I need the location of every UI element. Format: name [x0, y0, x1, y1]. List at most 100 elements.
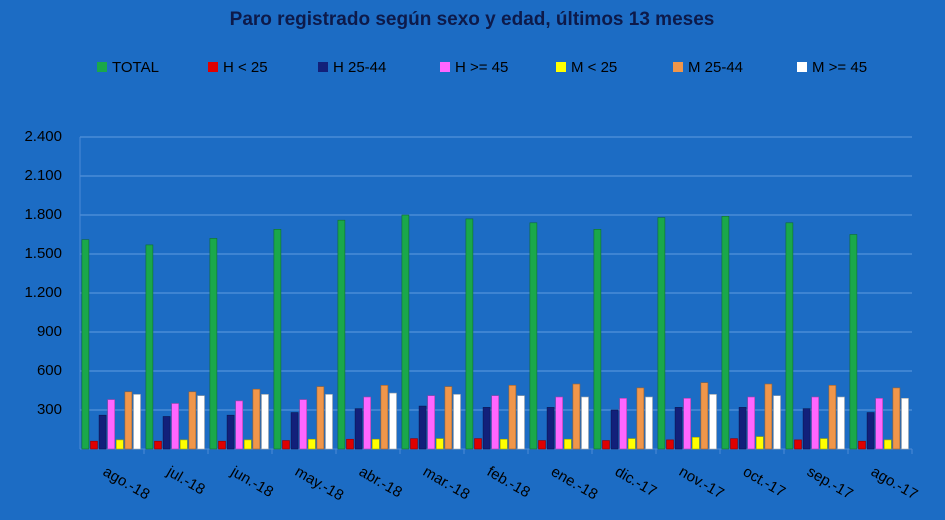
- bar: [538, 440, 546, 450]
- bar: [709, 394, 717, 450]
- bar: [666, 439, 674, 450]
- x-tick-label: oct.-17: [740, 463, 788, 501]
- bar: [858, 440, 866, 450]
- x-tick-label: ene.-18: [548, 463, 601, 503]
- bar: [892, 387, 901, 450]
- legend-label: TOTAL: [112, 59, 159, 76]
- bar: [171, 403, 179, 450]
- bar: [828, 384, 837, 450]
- x-tick-label: ago.-17: [868, 463, 921, 503]
- bar: [794, 439, 802, 450]
- x-tick-label: jul.-18: [163, 463, 208, 499]
- y-tick-label: 2.400: [24, 128, 62, 145]
- bar: [572, 383, 581, 450]
- x-tick-label: nov.-17: [676, 463, 727, 502]
- bar: [738, 407, 747, 450]
- bar: [785, 222, 794, 450]
- x-tick-label: dic.-17: [612, 463, 659, 500]
- bar: [273, 229, 282, 450]
- x-tick-label: feb.-18: [484, 463, 533, 501]
- bar: [837, 396, 845, 450]
- bar: [691, 436, 700, 450]
- bar: [747, 396, 756, 450]
- bar: [226, 414, 235, 450]
- bar: [602, 440, 610, 450]
- legend-label: H >= 45: [455, 59, 508, 76]
- bar: [508, 384, 517, 450]
- y-tick-label: 300: [37, 401, 62, 418]
- legend-label: M 25-44: [688, 59, 743, 76]
- bar: [764, 383, 773, 450]
- bar: [555, 396, 564, 450]
- bar: [180, 439, 188, 450]
- bar: [517, 395, 525, 450]
- legend-label: M < 25: [571, 59, 617, 76]
- x-tick-label: ago.-18: [100, 463, 153, 503]
- bar: [197, 395, 205, 450]
- bar: [563, 438, 572, 450]
- bar: [636, 387, 645, 450]
- bar: [593, 229, 602, 450]
- bar: [435, 438, 444, 450]
- bar: [482, 407, 491, 450]
- x-tick-label: may.-18: [292, 463, 346, 504]
- bar: [683, 397, 692, 450]
- bar: [645, 396, 653, 450]
- y-tick-label: 1.800: [24, 206, 62, 223]
- bar: [389, 392, 397, 450]
- bar: [354, 408, 363, 450]
- bar: [133, 394, 141, 450]
- y-tick-label: 1.200: [24, 284, 62, 301]
- bar: [901, 397, 909, 450]
- y-tick-label: 1.500: [24, 245, 62, 262]
- bar: [474, 438, 482, 450]
- x-tick-label: mar.-18: [420, 463, 473, 503]
- legend-swatch: [318, 62, 328, 72]
- bar: [363, 396, 372, 450]
- bar: [235, 400, 243, 450]
- bar: [252, 388, 261, 450]
- x-tick-label: jun.-18: [227, 463, 276, 501]
- legend-swatch: [673, 62, 683, 72]
- bar: [346, 438, 354, 450]
- bar: [883, 439, 892, 450]
- bar: [325, 394, 333, 450]
- bar: [453, 394, 461, 450]
- bar: [218, 440, 226, 450]
- bar: [107, 399, 115, 450]
- bar: [721, 216, 730, 450]
- bar: [209, 238, 218, 450]
- bar: [371, 438, 380, 450]
- bar: [316, 386, 325, 450]
- bar: [610, 409, 619, 450]
- legend-swatch: [556, 62, 566, 72]
- legend-label: M >= 45: [812, 59, 867, 76]
- bar: [730, 438, 738, 450]
- bar: [529, 222, 538, 450]
- bar: [154, 440, 162, 450]
- bar: [811, 396, 820, 450]
- bar: [81, 239, 90, 450]
- legend-label: H 25-44: [333, 59, 386, 76]
- bar: [299, 399, 308, 450]
- bar: [773, 395, 781, 450]
- bar: [124, 391, 133, 450]
- legend-swatch: [440, 62, 450, 72]
- bar: [619, 397, 628, 450]
- bar: [499, 438, 508, 450]
- bar: [657, 217, 666, 450]
- bar: [465, 218, 474, 450]
- y-tick-label: 900: [37, 323, 62, 340]
- legend-swatch: [97, 62, 107, 72]
- bar: [337, 219, 346, 450]
- legend-swatch: [797, 62, 807, 72]
- bar: [866, 412, 875, 450]
- bar: [290, 412, 299, 450]
- bar: [145, 244, 154, 450]
- bar: [802, 408, 811, 450]
- y-tick-label: 600: [37, 362, 62, 379]
- bar: [819, 438, 828, 450]
- bar: [491, 395, 500, 450]
- bar: [380, 384, 389, 450]
